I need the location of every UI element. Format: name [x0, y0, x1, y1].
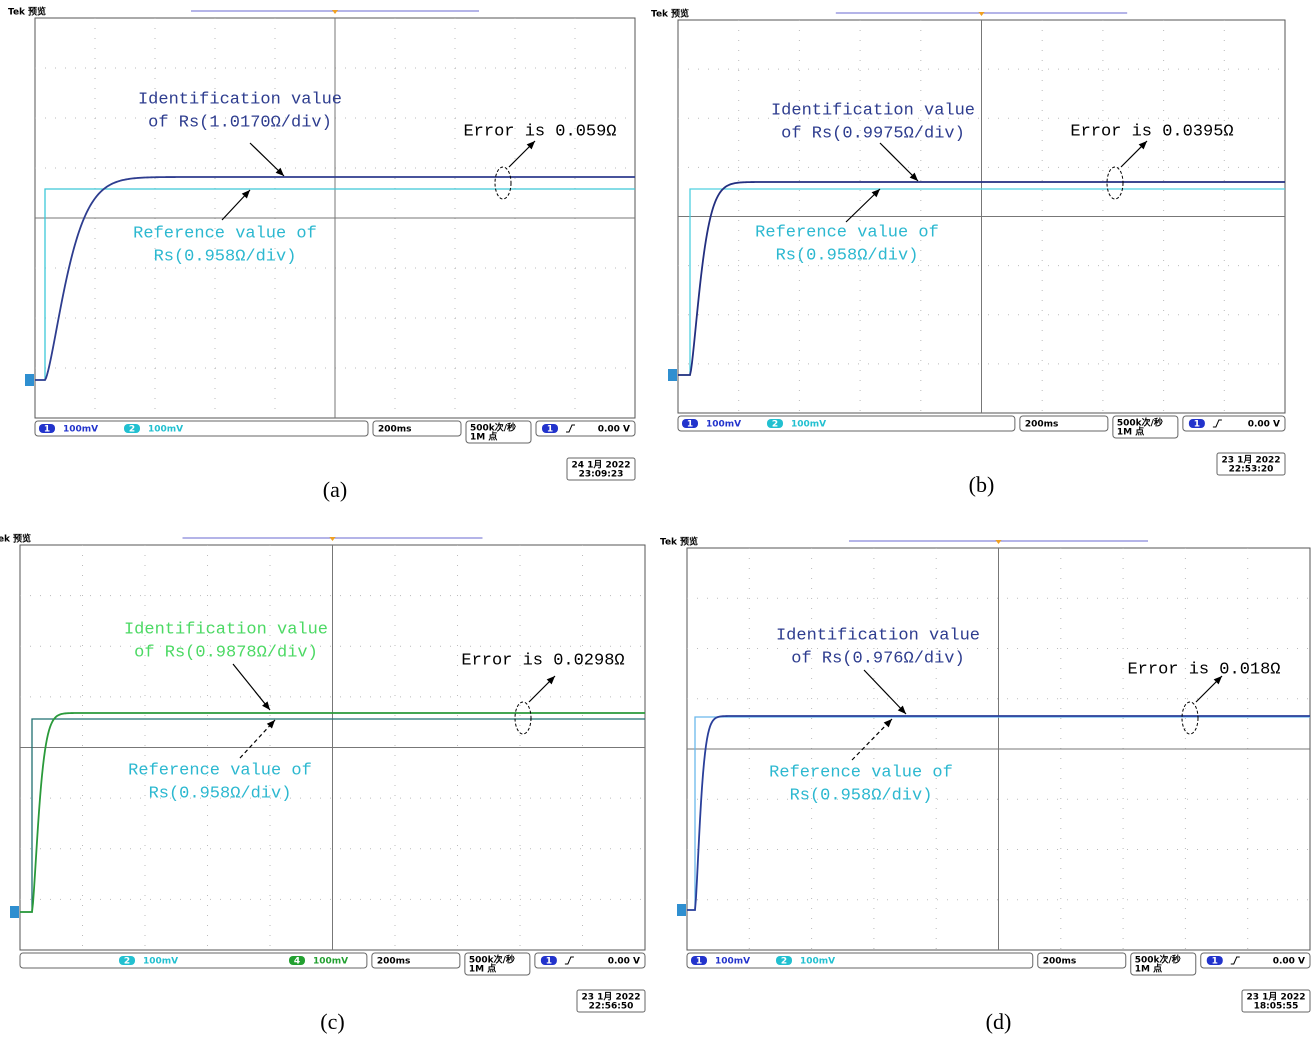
trigger-channel: 1 — [1194, 420, 1200, 430]
record-length: 1M 点 — [1117, 426, 1144, 438]
channel-number: 2 — [129, 425, 135, 435]
caption: (d) — [986, 1009, 1012, 1034]
error-label: Error is 0.0395Ω — [1070, 122, 1233, 141]
channel-scale: 100mV — [313, 957, 348, 967]
reference-label: Reference value of — [133, 224, 317, 243]
reference-label: Rs(0.958Ω/div) — [154, 247, 297, 266]
trigger-level: 0.00 V — [1273, 957, 1305, 967]
error-label: Error is 0.018Ω — [1127, 660, 1280, 679]
trigger-position — [330, 537, 336, 541]
channel-scale: 100mV — [63, 425, 98, 435]
trigger-channel: 1 — [1212, 957, 1218, 967]
timebase: 200ms — [1025, 420, 1059, 430]
channel-number: 2 — [124, 957, 130, 967]
brand: Tek — [651, 10, 669, 20]
reference-label: Rs(0.958Ω/div) — [776, 246, 919, 265]
channel-marker — [25, 374, 34, 386]
identification-label: of Rs(1.0170Ω/div) — [148, 113, 332, 132]
trigger-channel: 1 — [546, 957, 552, 967]
channel-scale: 100mV — [800, 957, 835, 967]
reference-label: Rs(0.958Ω/div) — [790, 786, 933, 805]
reference-label: Reference value of — [755, 223, 939, 242]
identification-label: of Rs(0.976Ω/div) — [791, 649, 964, 668]
time: 22:56:50 — [589, 1002, 634, 1012]
channel-number: 1 — [687, 420, 693, 430]
identification-label: of Rs(0.9878Ω/div) — [134, 643, 318, 662]
time: 18:05:55 — [1254, 1002, 1299, 1012]
mode: 预览 — [13, 533, 31, 545]
time: 23:09:23 — [579, 470, 624, 480]
mode: 预览 — [28, 6, 46, 18]
channel-number: 1 — [696, 957, 702, 967]
channel-scale: 100mV — [791, 420, 826, 430]
trigger-position — [332, 10, 338, 14]
channel-scale: 100mV — [706, 420, 741, 430]
trigger-level: 0.00 V — [598, 425, 630, 435]
channel-number: 2 — [772, 420, 778, 430]
channel-scale: 100mV — [143, 957, 178, 967]
error-label: Error is 0.0298Ω — [461, 651, 624, 670]
mode: 预览 — [680, 536, 698, 548]
record-length: 1M 点 — [469, 963, 496, 975]
caption: (b) — [969, 472, 995, 497]
reference-label: Reference value of — [769, 763, 953, 782]
error-label: Error is 0.059Ω — [463, 122, 616, 141]
brand: Tek — [0, 535, 11, 545]
brand: Tek — [660, 538, 678, 548]
channel-number: 4 — [294, 957, 300, 967]
trigger-position — [979, 12, 985, 16]
timebase: 200ms — [378, 425, 412, 435]
brand: Tek — [8, 8, 26, 18]
reference-label: Rs(0.958Ω/div) — [149, 784, 292, 803]
identification-label: Identification value — [776, 626, 980, 645]
caption: (c) — [320, 1009, 344, 1034]
scope-panel: Tek预览 Identification value Reference value… — [8, 6, 635, 503]
time: 22:53:20 — [1229, 465, 1274, 475]
channel-number: 2 — [781, 957, 787, 967]
record-length: 1M 点 — [1135, 963, 1162, 975]
figure: Tek预览Identification valueReference value… — [0, 0, 1313, 1045]
channel-marker — [10, 906, 19, 918]
channel-number: 1 — [44, 425, 50, 435]
identification-label: of Rs(0.9975Ω/div) — [781, 124, 965, 143]
identification-label: Identification value — [771, 101, 975, 120]
channel-scale: 100mV — [715, 957, 750, 967]
channel-marker — [668, 369, 677, 381]
identification-label: Identification value — [138, 90, 342, 109]
trigger-level: 0.00 V — [1248, 420, 1280, 430]
timebase: 200ms — [377, 957, 411, 967]
record-length: 1M 点 — [470, 431, 497, 443]
identification-label: Identification value — [124, 620, 328, 639]
channel-scale: 100mV — [148, 425, 183, 435]
trigger-position — [996, 540, 1002, 544]
caption: (a) — [323, 477, 347, 502]
channel-marker — [677, 904, 686, 916]
trigger-channel: 1 — [547, 425, 553, 435]
timebase: 200ms — [1043, 957, 1077, 967]
trigger-level: 0.00 V — [608, 957, 640, 967]
mode: 预览 — [671, 8, 689, 20]
reference-label: Reference value of — [128, 761, 312, 780]
